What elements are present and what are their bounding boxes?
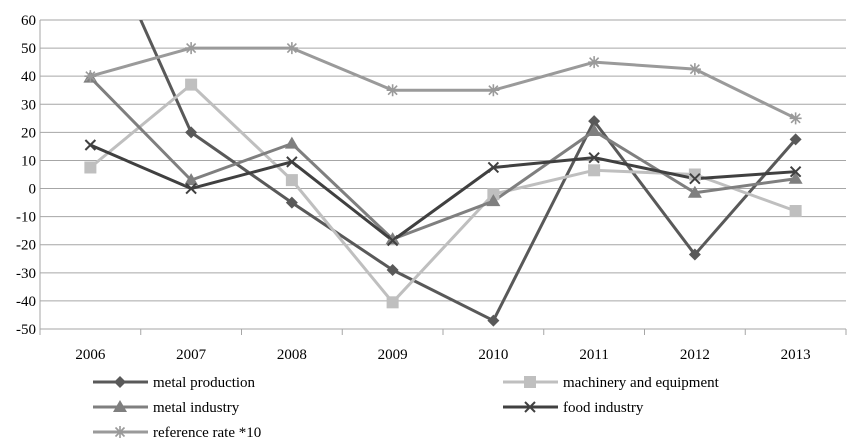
data-point-reference-rate-10 [588,56,601,69]
y-tick-label: 30 [21,97,36,113]
legend-label: metal industry [153,400,240,416]
legend-item-reference-rate-10: reference rate *10 [93,425,261,441]
y-tick-label: 40 [21,69,36,85]
legend-marker-metal-production [114,376,126,388]
data-point-food-industry [487,161,500,174]
series-lines [89,20,797,323]
y-tick-label: 0 [29,182,37,198]
legend-item-metal-production: metal production [93,375,256,391]
series-line-reference-rate-10 [89,46,797,120]
y-axis-ticks: 60 50 40 30 20 10 0 -10 -20 -30 -40 -50 [16,13,36,338]
legend-marker-reference-rate-10 [114,426,126,438]
data-point-metal-industry [184,173,199,186]
data-point-metal-industry [284,136,299,149]
x-tick-label: 2010 [478,347,508,363]
series-line-food-industry [89,143,796,243]
data-point-machinery-and-equipment [386,296,399,309]
x-tick-label: 2007 [176,347,207,363]
legend-marker-machinery-and-equipment [524,376,536,388]
data-point-machinery-and-equipment [487,188,500,201]
x-tick-label: 2006 [75,347,106,363]
data-point-metal-production [285,196,298,209]
legend-marker-food-industry [524,401,536,413]
legend-item-metal-industry: metal industry [93,400,240,416]
data-point-metal-production [789,133,802,146]
data-point-metal-production [487,314,500,327]
legend: metal production machinery and equipment m… [93,375,720,441]
data-point-food-industry [286,156,298,168]
data-point-metal-industry [788,171,803,184]
y-tick-label: -50 [16,322,36,338]
data-point-reference-rate-10 [789,112,802,125]
legend-label: metal production [153,375,256,391]
data-point-reference-rate-10 [84,70,97,83]
data-point-metal-industry [687,185,702,198]
series-line-metal-production [139,20,797,323]
x-tick-label: 2008 [277,347,307,363]
legend-marker-metal-industry [113,400,127,412]
data-point-food-industry [689,173,701,185]
y-tick-label: 20 [21,125,36,141]
legend-label: machinery and equipment [563,375,720,391]
y-tick-label: 50 [21,41,36,57]
data-point-machinery-and-equipment [185,78,198,91]
series-line-metal-industry [89,76,796,241]
legend-item-machinery-and-equipment: machinery and equipment [503,375,720,391]
y-tick-label: -30 [16,266,36,282]
x-tick-label: 2013 [781,347,811,363]
data-point-food-industry [386,234,399,247]
x-tick-label: 2011 [579,347,608,363]
data-point-metal-industry [486,194,501,207]
y-tick-label: 10 [21,153,36,169]
legend-label: food industry [563,400,644,416]
y-tick-label: 60 [21,13,36,29]
x-tick-label: 2009 [378,347,408,363]
y-tick-label: -40 [16,294,36,310]
y-tick-label: -10 [16,210,36,226]
data-point-food-industry [789,165,802,178]
data-point-machinery-and-equipment [688,168,701,181]
data-point-metal-production [185,126,198,139]
data-point-machinery-and-equipment [588,164,601,177]
data-point-food-industry [588,151,600,164]
legend-item-food-industry: food industry [503,400,644,416]
data-point-metal-industry [385,232,400,245]
y-tick-label: -20 [16,238,36,254]
data-point-food-industry [84,139,97,151]
gridlines [39,19,847,335]
data-point-reference-rate-10 [285,42,298,55]
data-point-machinery-and-equipment [285,174,298,187]
legend-label: reference rate *10 [153,425,261,441]
x-axis-ticks: 2006 2007 2008 2009 2010 2011 2012 2013 [75,347,810,363]
x-tick-label: 2012 [680,347,710,363]
data-point-reference-rate-10 [185,42,198,55]
data-point-metal-production [386,264,399,277]
data-point-metal-production [588,115,601,128]
data-point-metal-production [688,248,701,261]
series-markers [83,42,803,327]
data-point-machinery-and-equipment [84,161,97,174]
data-point-food-industry [185,182,197,195]
data-point-reference-rate-10 [386,84,399,97]
data-point-metal-industry [587,123,602,136]
data-point-reference-rate-10 [487,84,500,97]
data-point-reference-rate-10 [688,63,701,76]
data-point-machinery-and-equipment [789,205,802,218]
